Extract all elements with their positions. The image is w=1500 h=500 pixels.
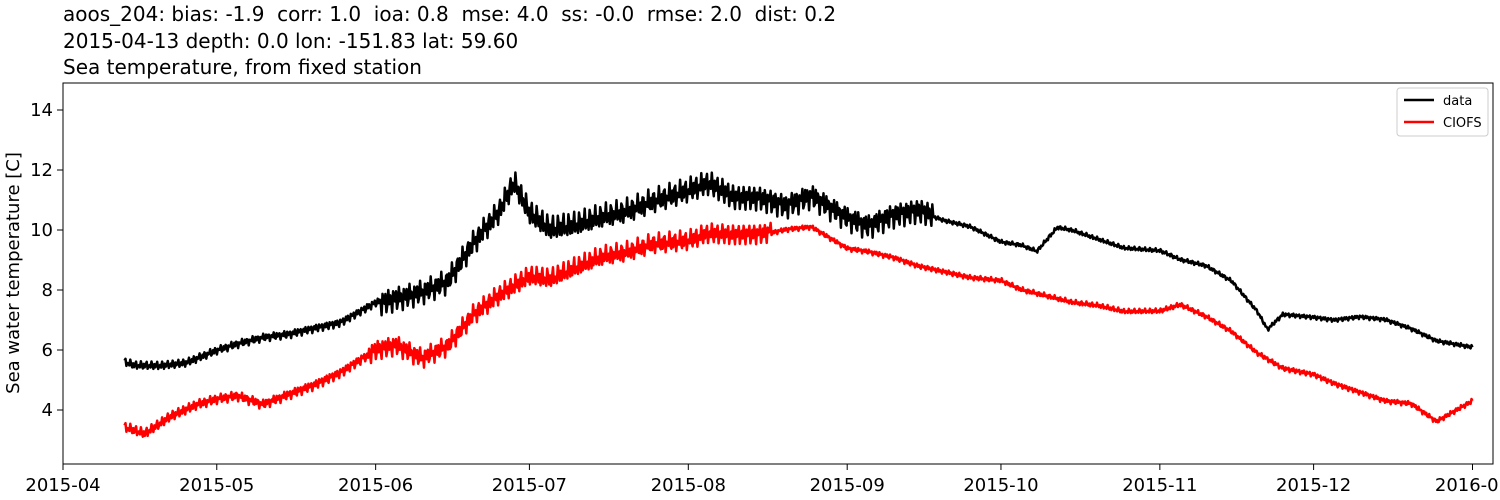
x-tick-label: 2015-08 — [651, 475, 726, 496]
legend: data CIOFS — [1396, 87, 1489, 137]
y-tick-label: 14 — [30, 100, 53, 121]
legend-label-data: data — [1443, 94, 1472, 109]
y-tick-label: 10 — [30, 220, 53, 241]
x-tick-label: 2015-10 — [963, 475, 1038, 496]
chart-title-line-1: aoos_204: bias: -1.9 corr: 1.0 ioa: 0.8 … — [63, 2, 837, 26]
y-axis-label: Sea water temperature [C] — [3, 152, 24, 394]
chart-title-line-2: 2015-04-13 depth: 0.0 lon: -151.83 lat: … — [63, 29, 519, 53]
x-tick-label: 2015-05 — [179, 475, 254, 496]
plot-area — [123, 171, 1474, 438]
x-tick-label: 2015-04 — [25, 475, 100, 496]
y-axis: 4 6 8 10 12 14 — [30, 100, 63, 421]
legend-label-ciofs: CIOFS — [1443, 116, 1482, 131]
x-tick-label: 2015-06 — [338, 475, 413, 496]
y-tick-label: 12 — [30, 160, 53, 181]
x-tick-label: 2015-07 — [492, 475, 567, 496]
x-tick-label: 2016-01 — [1435, 475, 1500, 496]
series-line-ciofs — [123, 221, 1474, 438]
y-tick-label: 6 — [42, 340, 53, 361]
x-tick-label: 2015-11 — [1122, 475, 1197, 496]
y-tick-label: 8 — [42, 280, 53, 301]
series-line-data — [123, 171, 1474, 371]
y-tick-label: 4 — [42, 400, 53, 421]
x-axis: 2015-04 2015-05 2015-06 2015-07 2015-08 2015-… — [25, 464, 1500, 496]
x-tick-label: 2015-12 — [1276, 475, 1351, 496]
chart-title-line-3: Sea temperature, from fixed station — [63, 55, 422, 79]
x-tick-label: 2015-09 — [810, 475, 885, 496]
axes-frame — [62, 82, 1494, 465]
